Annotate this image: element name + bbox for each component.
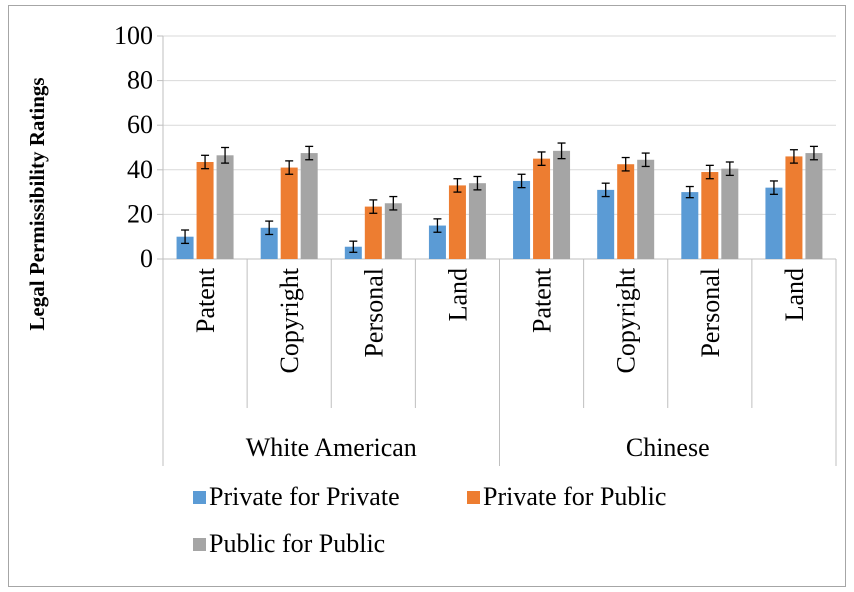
bar (176, 236, 194, 259)
legend-item: Private for Public (467, 482, 666, 511)
bar (513, 180, 531, 259)
y-tick-label: 20 (127, 199, 153, 228)
x-category-label: Patent (191, 267, 220, 333)
y-tick-label: 100 (114, 21, 153, 50)
x-category-label: Land (443, 268, 472, 321)
bar (448, 185, 466, 259)
error-bars (181, 142, 818, 253)
y-tick-labels: 0 20 40 60 80 100 (114, 21, 153, 273)
y-axis-label: Legal Permissibility Ratings (25, 77, 49, 330)
y-tick-label: 40 (127, 155, 153, 184)
bar (785, 156, 803, 259)
bar (280, 167, 298, 259)
legend-item: Public for Public (193, 529, 385, 558)
legend-swatch (467, 491, 480, 504)
bar (300, 153, 318, 259)
bar (681, 192, 699, 259)
chart-frame (8, 5, 846, 587)
legend-swatch (193, 491, 206, 504)
y-tick-label: 60 (127, 110, 153, 139)
x-category-labels: Patent Copyright Personal Land Patent Copyrig… (191, 267, 809, 373)
y-tick-label: 0 (140, 244, 153, 273)
legend-item: Private for Private (193, 482, 400, 511)
legend: Private for Private Private for Public Pub… (193, 482, 666, 558)
bar (468, 183, 486, 259)
x-category-label: Copyright (612, 267, 641, 373)
x-group-label: Chinese (626, 433, 710, 462)
bars (176, 150, 823, 259)
bar (553, 150, 571, 259)
bar (428, 225, 446, 259)
bar (721, 168, 739, 259)
bar (637, 159, 655, 259)
bar (196, 161, 214, 259)
bar (364, 206, 382, 259)
x-category-label: Land (780, 268, 809, 321)
legend-label: Private for Public (483, 482, 666, 511)
x-category-label: Copyright (275, 267, 304, 373)
y-tick-label: 80 (127, 66, 153, 95)
bar (701, 172, 719, 259)
bar (533, 158, 551, 259)
bar (216, 155, 234, 259)
bar (765, 187, 783, 259)
bar (597, 189, 615, 259)
x-group-label: White American (246, 433, 417, 462)
x-category-label: Personal (696, 268, 725, 358)
x-category-label: Patent (528, 267, 557, 333)
x-group-labels: White American Chinese (246, 433, 710, 462)
legend-swatch (193, 538, 206, 551)
bar (260, 227, 278, 259)
x-category-label: Personal (359, 268, 388, 358)
bar (617, 164, 635, 259)
bar (805, 153, 823, 259)
legend-label: Public for Public (209, 529, 385, 558)
legend-label: Private for Private (209, 482, 400, 511)
bar (384, 203, 402, 259)
